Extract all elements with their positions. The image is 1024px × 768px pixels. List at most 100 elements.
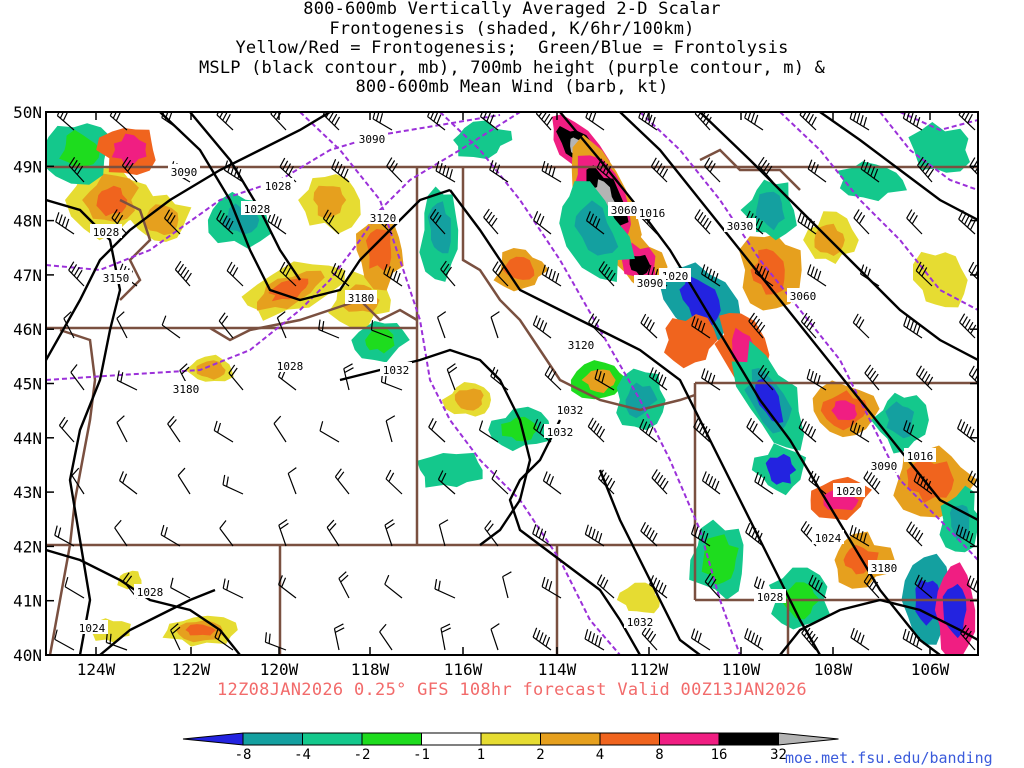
title-line-4: MSLP (black contour, mb), 700mb height (… <box>198 57 826 78</box>
wind-barb-staff <box>435 170 456 183</box>
wind-barb-flag <box>490 217 498 227</box>
wind-barb-flag <box>902 112 906 119</box>
height-label-bg <box>168 164 200 178</box>
wind-barb-flag <box>177 263 185 273</box>
wind-barb-flag <box>866 472 873 482</box>
mslp-label-bg <box>904 448 936 462</box>
wind-barb-flag <box>810 161 816 172</box>
wind-barb-flag <box>813 372 818 383</box>
wind-barb-flag <box>438 163 443 174</box>
wind-barb-flag <box>644 627 651 637</box>
wind-barb-flag <box>866 575 873 585</box>
frontogenesis-shade-37-2 <box>185 624 216 636</box>
wind-barb-flag <box>225 113 231 124</box>
wind-barb-flag <box>909 112 914 123</box>
wind-barb-flag <box>593 319 600 329</box>
wind-barb-flag <box>849 525 854 536</box>
wind-barb-staff <box>807 273 827 287</box>
wind-barb-flag <box>331 262 337 273</box>
wind-barb-flag <box>343 363 353 370</box>
wind-barb-flag <box>704 157 711 167</box>
mslp-label-bg <box>262 178 294 192</box>
wind-barb-flag <box>337 267 343 278</box>
frontogenesis-shade-9-1 <box>906 457 954 503</box>
wind-barb-flag <box>914 574 920 585</box>
wind-barb-flag <box>445 266 452 276</box>
wind-barb-flag <box>485 211 493 221</box>
wind-barb-staff <box>326 527 340 547</box>
wind-barb-flag <box>968 365 975 375</box>
wind-barb-flag <box>386 266 391 277</box>
wind-barb-flag <box>124 159 132 169</box>
wind-barb-flag <box>849 112 853 119</box>
wind-barb-flag <box>544 578 549 589</box>
wind-barb-flag <box>964 319 971 329</box>
wind-barb-flag <box>440 623 451 629</box>
height-contour-2 <box>299 112 621 655</box>
wind-barb-staff <box>213 429 234 443</box>
wind-barb-flag <box>587 417 594 427</box>
wind-barb-flag <box>661 376 667 387</box>
wind-barb-flag <box>710 270 716 281</box>
mslp-contour-14 <box>779 598 978 655</box>
wind-barb-flag <box>166 212 173 222</box>
wind-barb-flag <box>709 163 716 173</box>
wind-barb-flag <box>920 476 925 486</box>
mslp-label: 1024 <box>79 622 106 635</box>
mslp-contour-8 <box>819 112 978 222</box>
wind-barb-flag <box>603 266 611 276</box>
wind-barb-flag <box>218 312 226 322</box>
wind-barb-flag <box>649 321 655 332</box>
wind-barb-flag <box>744 628 749 639</box>
wind-barb-flag <box>911 214 918 225</box>
wind-barb-flag <box>379 623 387 633</box>
wind-barb-flag <box>169 215 176 225</box>
wind-barb-flag <box>221 315 229 325</box>
wind-barb-flag <box>116 415 125 423</box>
wind-barb-flag <box>222 474 226 485</box>
wind-barb-flag <box>334 623 344 630</box>
frontogenesis-shade-45-0 <box>913 251 968 308</box>
wind-barb-flag <box>764 270 770 281</box>
website-credit[interactable]: moe.met.fsu.edu/banding <box>785 749 993 767</box>
wind-barb-flag <box>659 165 666 176</box>
wind-barb-staff <box>446 369 456 391</box>
wind-barb-flag <box>701 426 708 436</box>
wind-barb-flag <box>955 524 960 535</box>
wind-barb-flag <box>584 524 589 535</box>
wind-barb-flag <box>222 578 226 589</box>
wind-barb-staff <box>490 316 499 339</box>
height-label-bg <box>170 381 202 395</box>
wind-barb-flag <box>545 636 551 647</box>
wind-barb-flag <box>68 156 76 167</box>
wind-barb-flag <box>125 575 133 585</box>
wind-barb-flag <box>916 324 921 335</box>
wind-barb-flag <box>863 533 867 544</box>
wind-barb-staff <box>116 422 128 443</box>
wind-barb-flag <box>588 313 595 323</box>
height-label-bg <box>356 131 388 145</box>
wind-barb-flag <box>440 472 447 483</box>
wind-barb-flag <box>927 168 935 178</box>
wind-barb-flag <box>602 163 609 174</box>
wind-barb-flag <box>70 364 78 373</box>
wind-barb-flag <box>388 472 395 482</box>
wind-barb-flag <box>806 318 813 328</box>
wind-barb-flag <box>437 311 447 318</box>
wind-barb-flag <box>750 315 758 325</box>
wind-barb-flag <box>699 423 705 433</box>
wind-barb-flag <box>436 114 442 125</box>
wind-barb-staff <box>287 473 297 495</box>
wind-barb-flag <box>396 272 401 283</box>
wind-barb-flag <box>808 470 814 481</box>
mslp-label-bg <box>380 362 412 376</box>
height-label: 3180 <box>348 292 375 305</box>
wind-barb-flag <box>62 112 69 122</box>
frontogenesis-shade-24-1 <box>313 185 347 219</box>
wind-barb-flag <box>431 420 437 431</box>
wind-barb-flag <box>648 114 653 125</box>
wind-barb-flag <box>701 471 707 481</box>
wind-barb-flag <box>915 365 922 375</box>
wind-barb-flag <box>535 629 541 640</box>
wind-barb-flag <box>969 577 975 588</box>
